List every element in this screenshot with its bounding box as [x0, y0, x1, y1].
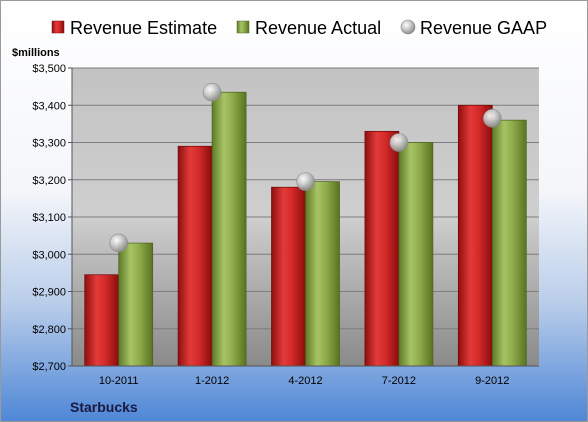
bar-revenue-estimate [364, 130, 400, 367]
legend-item-gaap: Revenue GAAP [400, 18, 547, 38]
marker-revenue-gaap [482, 108, 502, 128]
y-tick-label: $3,400 [32, 100, 66, 112]
company-label: Starbucks [70, 399, 138, 415]
bar-revenue-estimate [84, 274, 120, 367]
x-tick-label: 4-2012 [288, 375, 322, 387]
legend-label-gaap: Revenue GAAP [420, 18, 547, 38]
bar-revenue-estimate [457, 104, 493, 367]
legend-label-actual: Revenue Actual [255, 18, 381, 38]
marker-revenue-gaap [389, 133, 409, 152]
legend-marker-gaap [400, 19, 416, 35]
y-tick-label: $3,200 [32, 175, 66, 187]
bars [84, 91, 527, 367]
bar-revenue-actual [118, 242, 154, 367]
y-tick-label: $2,800 [32, 324, 66, 336]
x-axis: 10-2011 1-2012 4-2012 7-2012 9-2012 [99, 375, 510, 387]
bar-revenue-actual [211, 91, 247, 367]
bar-revenue-actual [305, 181, 340, 367]
marker-revenue-gaap [202, 82, 222, 102]
x-tick-label: 1-2012 [195, 375, 229, 387]
y-tick-label: $3,300 [32, 138, 66, 150]
legend-swatch-estimate [51, 20, 65, 34]
bar-revenue-estimate [271, 186, 306, 367]
legend-swatch-actual [236, 20, 250, 34]
marker-revenue-gaap [109, 233, 128, 253]
y-tick-label: $3,500 [32, 63, 66, 75]
y-tick-label: $2,700 [32, 361, 66, 373]
bar-revenue-actual [398, 142, 434, 367]
y-tick-label: $3,000 [32, 249, 66, 261]
x-tick-label: 10-2011 [99, 375, 139, 387]
y-axis: $2,700 $2,800 $2,900 $3,000 $3,100 $3,200 $3,3… [32, 63, 72, 373]
legend: Revenue Estimate Revenue Actual Revenue … [51, 18, 547, 38]
bar-revenue-actual [491, 119, 527, 367]
bar-revenue-estimate [177, 145, 213, 367]
legend-item-estimate: Revenue Estimate [51, 18, 217, 38]
legend-label-estimate: Revenue Estimate [70, 18, 217, 38]
x-tick-label: 9-2012 [475, 375, 509, 387]
y-tick-label: $2,900 [32, 287, 66, 299]
unit-label: $millions [12, 47, 60, 59]
gaap-markers [109, 82, 502, 253]
y-tick-label: $3,100 [32, 212, 66, 224]
marker-revenue-gaap [296, 172, 315, 191]
x-tick-label: 7-2012 [382, 375, 416, 387]
legend-item-actual: Revenue Actual [236, 18, 381, 38]
